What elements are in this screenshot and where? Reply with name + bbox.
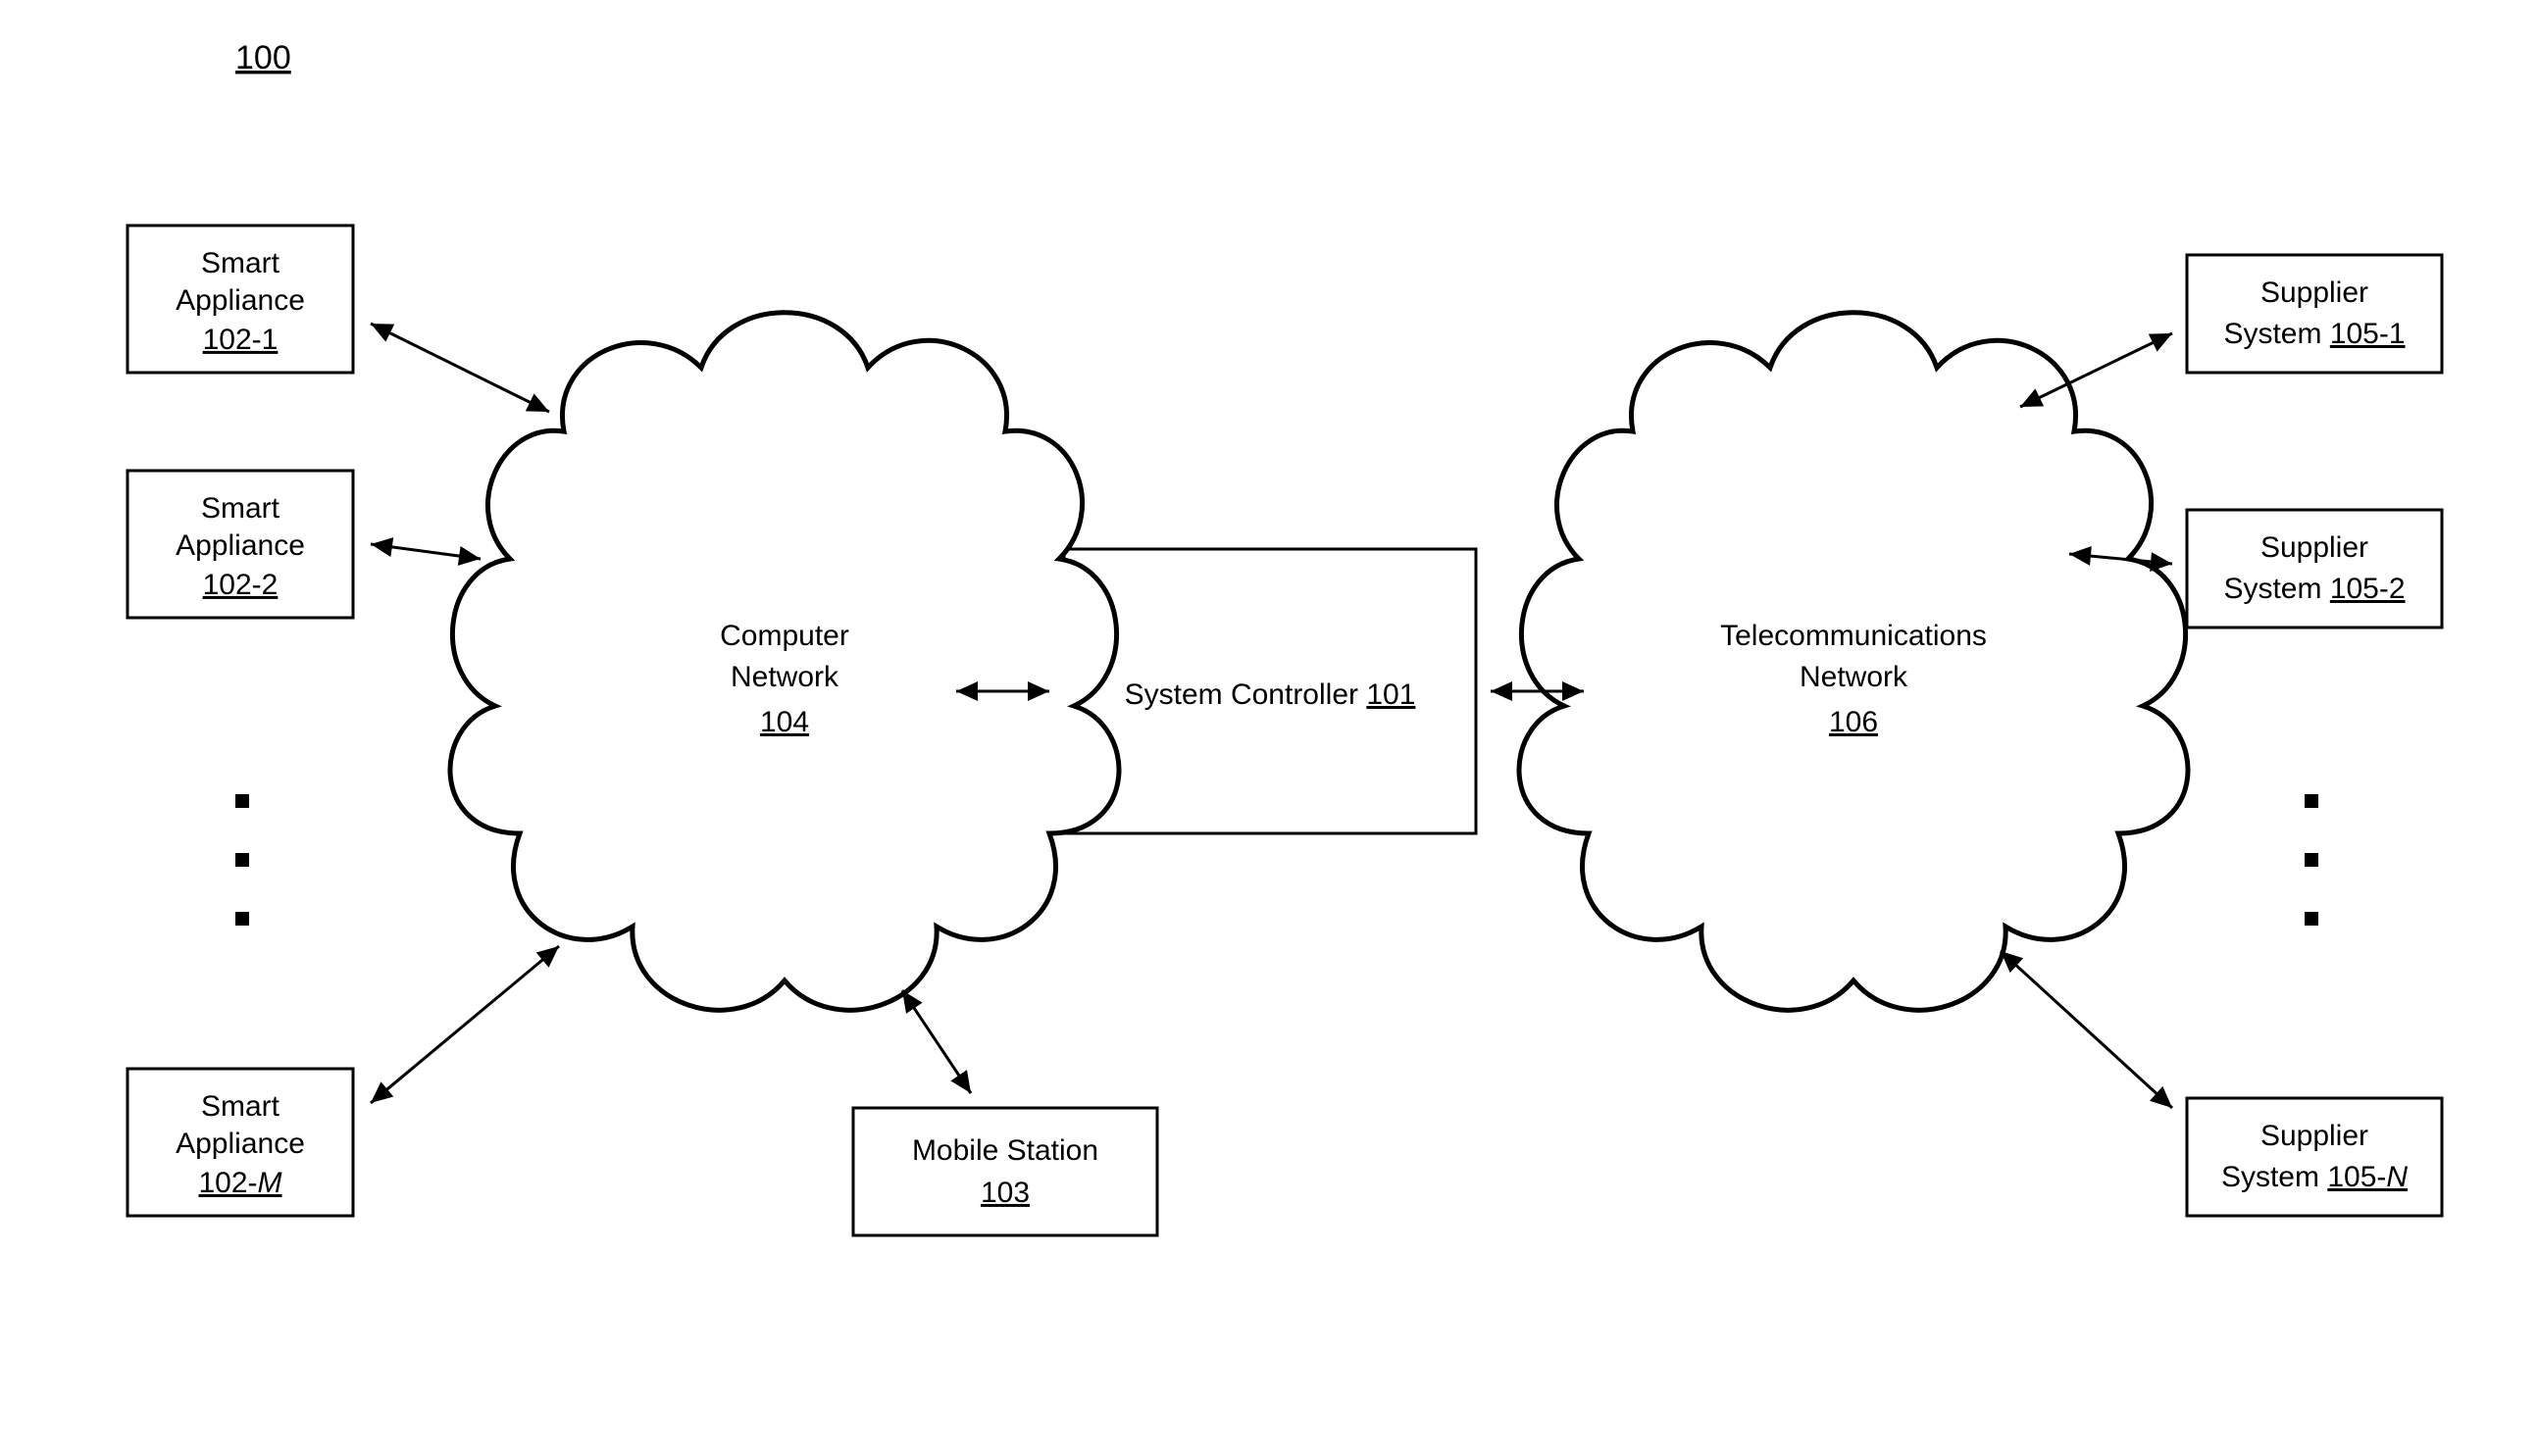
svg-text:Smart: Smart [201,247,280,279]
svg-text:System Controller 101: System Controller 101 [1125,678,1416,711]
svg-text:106: 106 [1829,706,1878,738]
svg-text:Appliance: Appliance [176,284,305,317]
svg-text:Telecommunications: Telecommunications [1720,620,1987,652]
svg-text:102-1: 102-1 [203,324,279,356]
arrow-a2-cloud1 [370,534,482,569]
svg-text:102-2: 102-2 [203,569,279,601]
svg-text:104: 104 [760,706,809,738]
svg-text:Computer: Computer [720,620,849,652]
node-mobile: Mobile Station 103 [853,1108,1157,1235]
diagram-canvas: 100 Smart Appliance 102-1 Smart Applianc… [0,0,2538,1451]
node-cloud-computer: Computer Network 104 [450,313,1119,1010]
node-supplier-n: Supplier System 105-N [2187,1098,2442,1216]
svg-text:Mobile Station: Mobile Station [912,1134,1098,1167]
node-supplier-1: Supplier System 105-1 [2187,255,2442,373]
svg-text:Appliance: Appliance [176,1128,305,1160]
node-appliance-m: Smart Appliance 102-M [127,1069,353,1216]
arrow-cloud1-mobile [894,984,980,1098]
figure-ref: 100 [235,39,291,76]
arrow-cloud2-sn [1994,944,2178,1116]
svg-text:Supplier: Supplier [2260,1120,2368,1152]
arrow-am-cloud1 [365,938,566,1110]
ellipsis-left [235,794,249,926]
node-appliance-2: Smart Appliance 102-2 [127,471,353,618]
node-appliance-1: Smart Appliance 102-1 [127,226,353,373]
svg-text:Appliance: Appliance [176,529,305,562]
svg-text:Supplier: Supplier [2260,276,2368,309]
node-controller: System Controller 101 [1064,549,1476,833]
svg-text:System 105-2: System 105-2 [2223,573,2405,605]
svg-text:System 105-N: System 105-N [2221,1161,2408,1193]
svg-text:Smart: Smart [201,492,280,525]
svg-text:Supplier: Supplier [2260,531,2368,564]
node-cloud-telecom: Telecommunications Network 106 [1519,313,2188,1010]
svg-text:System 105-1: System 105-1 [2223,318,2405,350]
svg-text:103: 103 [981,1177,1030,1209]
svg-text:Network: Network [731,661,839,693]
ellipsis-right [2305,794,2318,926]
svg-text:Smart: Smart [201,1090,280,1123]
svg-text:102-M: 102-M [198,1167,281,1199]
arrow-a1-cloud1 [367,315,554,421]
svg-text:Network: Network [1800,661,1908,693]
node-supplier-2: Supplier System 105-2 [2187,510,2442,628]
